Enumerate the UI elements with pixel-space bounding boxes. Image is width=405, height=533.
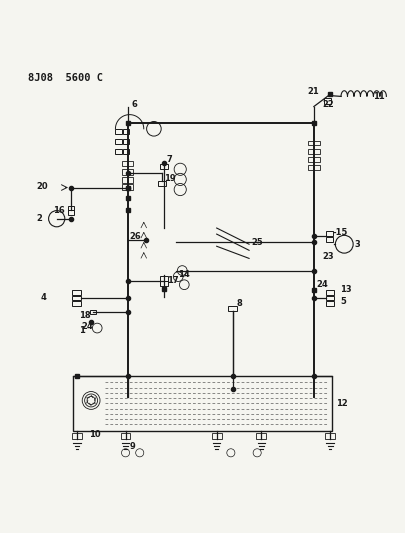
Bar (72, 290, 81, 295)
Bar (122, 161, 133, 166)
Bar (326, 290, 334, 295)
Text: 3: 3 (354, 240, 360, 249)
Text: 10: 10 (89, 430, 101, 439)
Text: 12: 12 (336, 399, 348, 408)
Text: 1: 1 (79, 326, 85, 335)
Text: 13: 13 (340, 285, 352, 294)
Bar (123, 149, 130, 154)
Text: 16: 16 (53, 206, 64, 215)
Bar (308, 149, 320, 154)
Text: 26: 26 (130, 232, 141, 240)
Text: 8: 8 (237, 299, 243, 308)
Bar (308, 165, 320, 169)
Text: 8J08  5600 C: 8J08 5600 C (28, 73, 103, 83)
Text: 19: 19 (164, 174, 176, 183)
Text: 2: 2 (36, 214, 43, 223)
Bar (160, 276, 168, 281)
Bar (121, 433, 130, 439)
Text: 7: 7 (166, 155, 172, 164)
Bar (72, 296, 81, 300)
Bar (115, 149, 122, 154)
Bar (73, 376, 332, 431)
Text: 14: 14 (178, 270, 190, 279)
Text: -15: -15 (332, 228, 347, 237)
Text: 21: 21 (308, 87, 320, 95)
Text: 24: 24 (316, 280, 328, 289)
Text: 6: 6 (132, 100, 138, 109)
Bar (72, 433, 82, 439)
Text: 9: 9 (130, 442, 135, 451)
Bar (90, 310, 96, 314)
Text: 4: 4 (40, 293, 47, 302)
Bar (326, 301, 334, 305)
Bar (308, 141, 320, 146)
Text: 25: 25 (251, 238, 263, 247)
Bar (212, 433, 222, 439)
Bar (68, 206, 74, 210)
Bar (160, 281, 168, 286)
Text: 5: 5 (340, 297, 346, 306)
Bar (326, 237, 333, 242)
Bar (160, 164, 168, 169)
Bar (122, 169, 133, 175)
Bar (256, 433, 266, 439)
Text: 18: 18 (79, 311, 91, 320)
Bar (228, 305, 237, 311)
Bar (326, 231, 333, 236)
Text: 20: 20 (36, 182, 48, 191)
Bar (123, 139, 130, 144)
Bar (72, 301, 81, 305)
Text: 24: 24 (81, 322, 93, 332)
Text: 23: 23 (322, 252, 334, 261)
Bar (115, 128, 122, 134)
Text: 22: 22 (322, 100, 334, 109)
Bar (325, 433, 335, 439)
Text: 17: 17 (167, 276, 179, 285)
Bar (158, 181, 166, 187)
Text: 11: 11 (373, 92, 384, 101)
Bar (324, 98, 331, 104)
Bar (123, 128, 130, 134)
Bar (115, 139, 122, 144)
Bar (68, 211, 74, 215)
Bar (122, 177, 133, 183)
Bar (326, 296, 334, 300)
Bar (308, 157, 320, 161)
Bar (122, 184, 133, 190)
